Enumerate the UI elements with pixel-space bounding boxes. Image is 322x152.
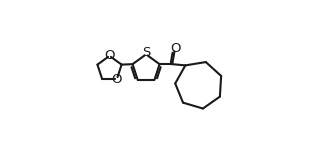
Text: O: O — [170, 42, 181, 55]
Text: O: O — [111, 73, 122, 86]
Text: O: O — [104, 49, 114, 62]
Text: S: S — [142, 46, 150, 59]
